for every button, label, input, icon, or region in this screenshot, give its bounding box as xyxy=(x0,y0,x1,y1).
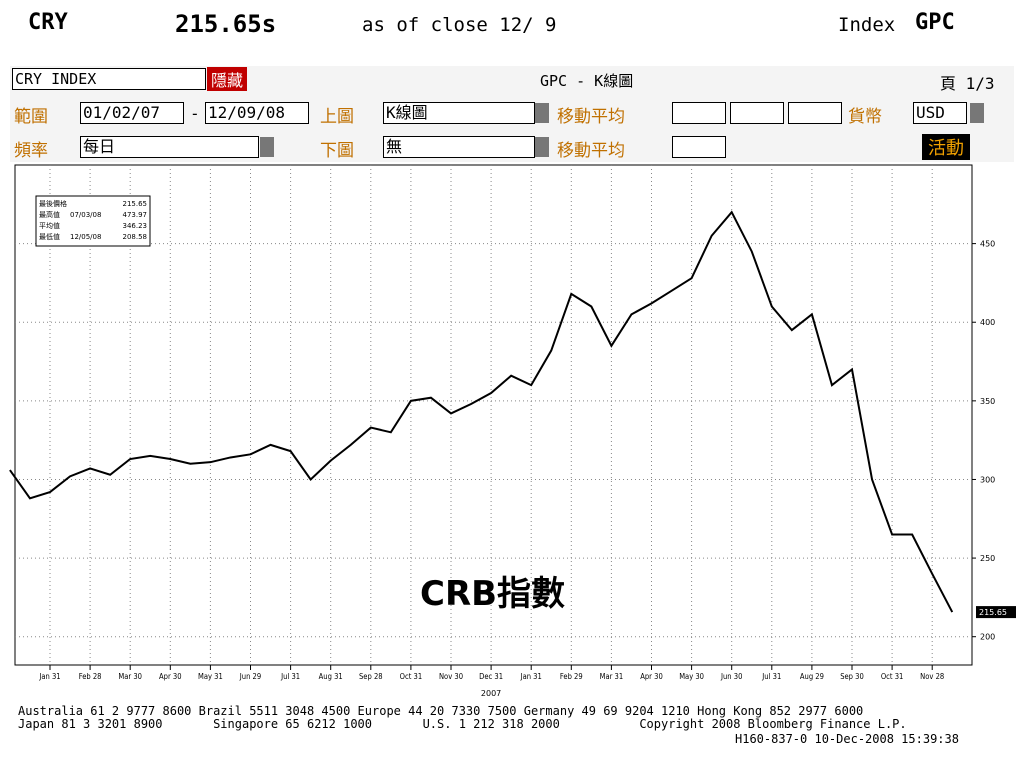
dropdown[interactable] xyxy=(260,137,274,157)
range-label: 範圍 xyxy=(14,107,48,127)
legend-value: 208.58 xyxy=(123,233,148,241)
x-tick-label: Jun 29 xyxy=(239,671,262,681)
price-line xyxy=(9,210,954,613)
lower-label: 下圖 xyxy=(320,141,354,161)
ma-input[interactable] xyxy=(788,102,842,124)
x-tick-label: Nov 28 xyxy=(920,671,944,681)
index-word: Index xyxy=(838,14,896,36)
chart-title: GPC - K線圖 xyxy=(540,72,634,90)
x-tick-label: Jul 31 xyxy=(280,671,300,681)
x-tick-label: Feb 28 xyxy=(79,671,102,681)
legend-label: 最低值 xyxy=(39,232,60,241)
x-tick-label: Mar 30 xyxy=(118,671,142,681)
x-tick-label: Feb 29 xyxy=(560,671,583,681)
dropdown[interactable] xyxy=(970,103,984,123)
legend-date: 12/05/08 xyxy=(70,233,101,241)
currency[interactable]: USD xyxy=(913,102,967,124)
end-date[interactable]: 12/09/08 xyxy=(205,102,309,124)
x-tick-label: Sep 28 xyxy=(359,671,383,681)
year-label: 2007 xyxy=(481,689,501,698)
legend-label: 最高值 xyxy=(39,210,60,219)
currency-label: 貨幣 xyxy=(848,107,882,127)
index-code: GPC xyxy=(915,10,955,35)
legend-value: 473.97 xyxy=(123,211,148,219)
y-tick-label: 300 xyxy=(980,475,995,484)
lower-value[interactable]: 無 xyxy=(383,136,535,158)
dropdown[interactable] xyxy=(535,137,549,157)
legend-date: 07/03/08 xyxy=(70,211,101,219)
y-tick-label: 400 xyxy=(980,318,995,327)
x-tick-label: Aug 31 xyxy=(319,671,343,681)
footer-line: Japan 81 3 3201 8900 Singapore 65 6212 1… xyxy=(18,717,907,731)
dropdown[interactable] xyxy=(535,103,549,123)
x-tick-label: Apr 30 xyxy=(159,671,182,681)
legend-value: 215.65 xyxy=(123,200,148,208)
last-price-label: 215.65 xyxy=(979,608,1007,617)
legend-label: 平均值 xyxy=(39,221,60,230)
y-tick-label: 450 xyxy=(980,240,995,249)
ticker: CRY xyxy=(28,10,68,35)
ma-label: 移動平均 xyxy=(557,141,625,161)
upper-label: 上圖 xyxy=(320,107,354,127)
x-tick-label: Dec 31 xyxy=(479,671,503,681)
ma-input[interactable] xyxy=(672,102,726,124)
plot-area xyxy=(14,164,973,666)
ma-label: 移動平均 xyxy=(557,107,625,127)
hide-button[interactable]: 隱藏 xyxy=(207,67,248,91)
x-tick-label: Nov 30 xyxy=(439,671,463,681)
freq[interactable]: 每日 xyxy=(80,136,259,158)
annotation: CRB指數 xyxy=(420,574,565,614)
x-tick-label: Jun 30 xyxy=(720,671,743,681)
page-number: 頁 1/3 xyxy=(940,74,995,93)
last-price-tag xyxy=(976,606,1016,619)
y-tick-label: 200 xyxy=(980,633,995,642)
x-tick-label: Aug 29 xyxy=(800,671,824,681)
as-of: as of close 12/ 9 xyxy=(362,14,557,36)
legend-label: 最後價格 xyxy=(39,199,67,208)
x-tick-label: Oct 31 xyxy=(881,671,904,681)
footer-line: H160-837-0 10-Dec-2008 15:39:38 xyxy=(735,732,959,746)
dash: - xyxy=(190,104,200,123)
legend-box xyxy=(35,195,151,247)
start-date[interactable]: 01/02/07 xyxy=(80,102,184,124)
x-tick-label: Jan 31 xyxy=(520,671,542,681)
x-tick-label: May 31 xyxy=(198,671,223,681)
action-button[interactable]: 活動 xyxy=(922,134,970,160)
upper-value[interactable]: K線圖 xyxy=(383,102,535,124)
x-tick-label: Sep 30 xyxy=(840,671,864,681)
x-tick-label: Mar 31 xyxy=(600,671,624,681)
x-tick-label: Oct 31 xyxy=(400,671,423,681)
freq-label: 頻率 xyxy=(14,141,48,161)
x-tick-label: Jan 31 xyxy=(38,671,60,681)
ma-input[interactable] xyxy=(730,102,784,124)
y-tick-label: 250 xyxy=(980,554,995,563)
legend-value: 346.23 xyxy=(123,222,148,230)
footer-line: Australia 61 2 9777 8600 Brazil 5511 304… xyxy=(18,704,864,718)
x-tick-label: Apr 30 xyxy=(640,671,663,681)
x-tick-label: Jul 31 xyxy=(761,671,781,681)
price: 215.65s xyxy=(175,10,277,38)
x-tick-label: May 30 xyxy=(679,671,704,681)
y-tick-label: 350 xyxy=(980,397,995,406)
ma-input[interactable] xyxy=(672,136,726,158)
security[interactable]: CRY INDEX xyxy=(12,68,206,90)
